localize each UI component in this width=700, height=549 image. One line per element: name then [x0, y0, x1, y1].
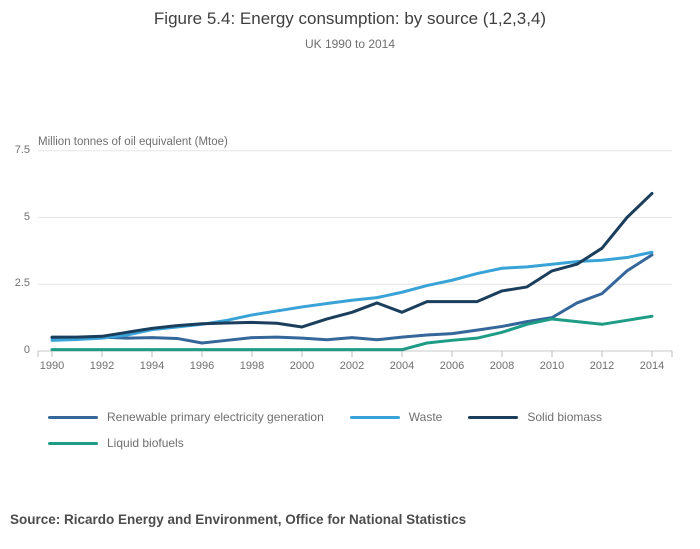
x-tick-label: 2006 [439, 360, 465, 372]
legend-label: Solid biomass [527, 410, 603, 424]
x-tick-label: 2008 [489, 360, 515, 372]
legend-item-renewable-primary-electricity-generation[interactable]: Renewable primary electricity generation [48, 410, 324, 424]
x-tick-label: 2014 [639, 360, 665, 372]
x-tick-label: 2004 [389, 360, 415, 372]
x-tick-label: 1994 [139, 360, 165, 372]
legend-item-waste[interactable]: Waste [349, 410, 443, 424]
legend-swatch-icon [48, 441, 98, 445]
y-tick-label: 7.5 [14, 143, 30, 156]
series-line-liquid-biofuels [50, 314, 654, 352]
x-tick-label: 1992 [89, 360, 115, 372]
x-tick-label: 1998 [239, 360, 265, 372]
y-axis-unit-label: Million tonnes of oil equivalent (Mtoe) [38, 136, 228, 148]
legend-row: Liquid biofuels [48, 436, 678, 450]
y-tick-label: 2.5 [14, 277, 30, 290]
y-tick-label: 5 [23, 210, 30, 223]
x-tick-label: 2000 [289, 360, 315, 372]
legend-swatch-icon [468, 415, 519, 419]
x-tick-label: 2010 [539, 360, 565, 372]
x-tick-label: 1996 [189, 360, 215, 372]
legend-row: Renewable primary electricity generation… [48, 410, 678, 424]
legend-label: Waste [408, 410, 443, 424]
legend-item-solid-biomass[interactable]: Solid biomass [468, 410, 602, 424]
legend-label: Liquid biofuels [107, 436, 184, 450]
chart-legend: Renewable primary electricity generation… [48, 410, 678, 462]
legend-swatch-icon [48, 415, 98, 419]
y-tick-label: 0 [23, 344, 30, 356]
legend-label: Renewable primary electricity generation [107, 410, 324, 424]
x-tick-label: 2002 [339, 360, 365, 372]
x-tick-label: 2012 [589, 360, 615, 372]
series-line-solid-biomass [50, 191, 654, 339]
series-line-waste [50, 250, 654, 342]
legend-item-liquid-biofuels[interactable]: Liquid biofuels [48, 436, 184, 450]
source-text: Source: Ricardo Energy and Environment, … [10, 512, 467, 527]
chart-title: Figure 5.4: Energy consumption: by sourc… [153, 9, 547, 28]
x-axis-tick-marks [37, 351, 673, 357]
chart-subtitle: UK 1990 to 2014 [304, 37, 396, 51]
x-tick-label: 1990 [39, 360, 65, 372]
legend-swatch-icon [349, 415, 400, 419]
